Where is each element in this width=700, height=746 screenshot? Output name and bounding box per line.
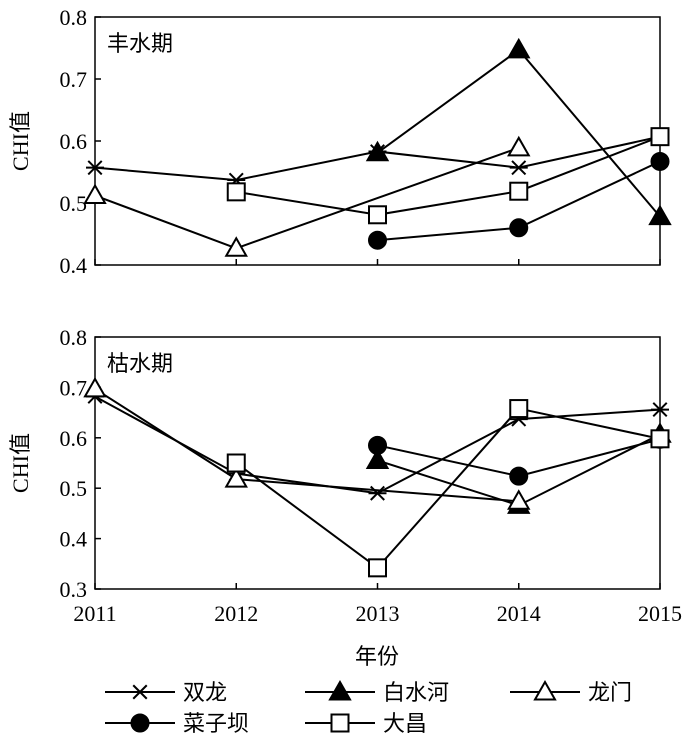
series-菜子坝: [368, 151, 670, 250]
y-tick-label: 0.6: [60, 129, 88, 154]
data-point: [83, 376, 107, 398]
data-point: [86, 160, 104, 176]
data-point: [650, 127, 670, 147]
data-point: [368, 485, 387, 501]
data-point: [83, 183, 107, 205]
panel-title: 丰水期: [107, 32, 173, 57]
x-tick-label: 2014: [497, 601, 541, 626]
series-大昌: [226, 127, 670, 225]
legend-label: 菜子坝: [183, 712, 249, 737]
legend-label: 双龙: [183, 681, 227, 706]
y-tick-label: 0.7: [60, 67, 88, 92]
data-point: [509, 466, 529, 486]
legend-entry-龙门: 龙门: [510, 679, 632, 706]
x-tick-label: 2015: [638, 601, 682, 626]
data-point: [648, 204, 672, 226]
data-point: [368, 230, 387, 250]
panel-2: 0.3 0.4 0.5 0.6 0.7 0.8 枯水期 CHI值: [8, 325, 672, 602]
data-point: [226, 182, 246, 202]
series-龙门: [83, 376, 531, 510]
legend-entry-双龙: 双龙: [105, 681, 227, 706]
data-point: [365, 448, 390, 469]
data-point: [651, 402, 669, 418]
series-大昌: [226, 399, 670, 578]
series-line: [235, 407, 661, 570]
x-tick-label: 2011: [73, 601, 116, 626]
x-tick-label: 2013: [356, 601, 400, 626]
x-tick-label: 2012: [214, 601, 258, 626]
legend-marker: [328, 679, 352, 701]
y-tick-label: 0.8: [60, 5, 88, 30]
y-axis-label: CHI值: [8, 111, 33, 171]
data-point: [509, 218, 529, 238]
legend-marker: [330, 713, 350, 733]
y-tick-label: 0.6: [60, 426, 88, 451]
data-point: [509, 399, 529, 419]
y-tick-label: 0.4: [60, 527, 88, 552]
x-axis-label: 年份: [355, 644, 399, 669]
legend-label: 龙门: [588, 681, 632, 706]
series-菜子坝: [368, 429, 670, 486]
data-point: [368, 558, 387, 578]
data-point: [224, 236, 248, 257]
panel-1: 0.4 0.5 0.6 0.7 0.8 丰水期 CHI值: [8, 5, 672, 278]
y-tick-label: 0.8: [60, 325, 88, 350]
legend-entry-大昌: 大昌: [305, 712, 427, 737]
y-tick-label: 0.5: [60, 191, 88, 216]
panels: 0.4 0.5 0.6 0.7 0.8 丰水期 CHI值 0.3 0.4 0.5 0.6 0.7 0.8…: [8, 5, 672, 602]
legend-label: 大昌: [383, 712, 427, 737]
legend-marker: [131, 684, 149, 700]
series-line: [236, 135, 661, 216]
panel-title: 枯水期: [107, 352, 173, 377]
data-point: [509, 160, 528, 176]
data-point: [650, 429, 670, 449]
data-point: [650, 151, 670, 171]
data-point: [368, 205, 387, 225]
data-point: [224, 467, 248, 488]
y-tick-label: 0.4: [60, 253, 88, 278]
data-point: [507, 37, 531, 59]
legend-entry-白水河: 白水河: [305, 679, 449, 706]
series-白水河: [365, 37, 672, 226]
data-point: [507, 135, 531, 157]
y-tick-label: 0.5: [60, 476, 88, 501]
data-point: [509, 181, 529, 201]
data-point: [507, 489, 531, 510]
data-point: [368, 435, 387, 455]
legend-label: 白水河: [383, 681, 449, 706]
series-龙门: [83, 135, 531, 257]
legend-marker: [130, 713, 150, 733]
data-point: [226, 453, 246, 473]
legend-marker: [533, 679, 557, 701]
y-tick-label: 0.7: [60, 375, 88, 400]
y-axis-label: CHI值: [8, 433, 33, 493]
legend-entry-菜子坝: 菜子坝: [105, 712, 249, 737]
shared-x-axis: 年份 2011 2012 2013 2014 2015: [73, 601, 682, 669]
data-point: [365, 140, 390, 162]
y-tick-label: 0.3: [60, 577, 88, 602]
